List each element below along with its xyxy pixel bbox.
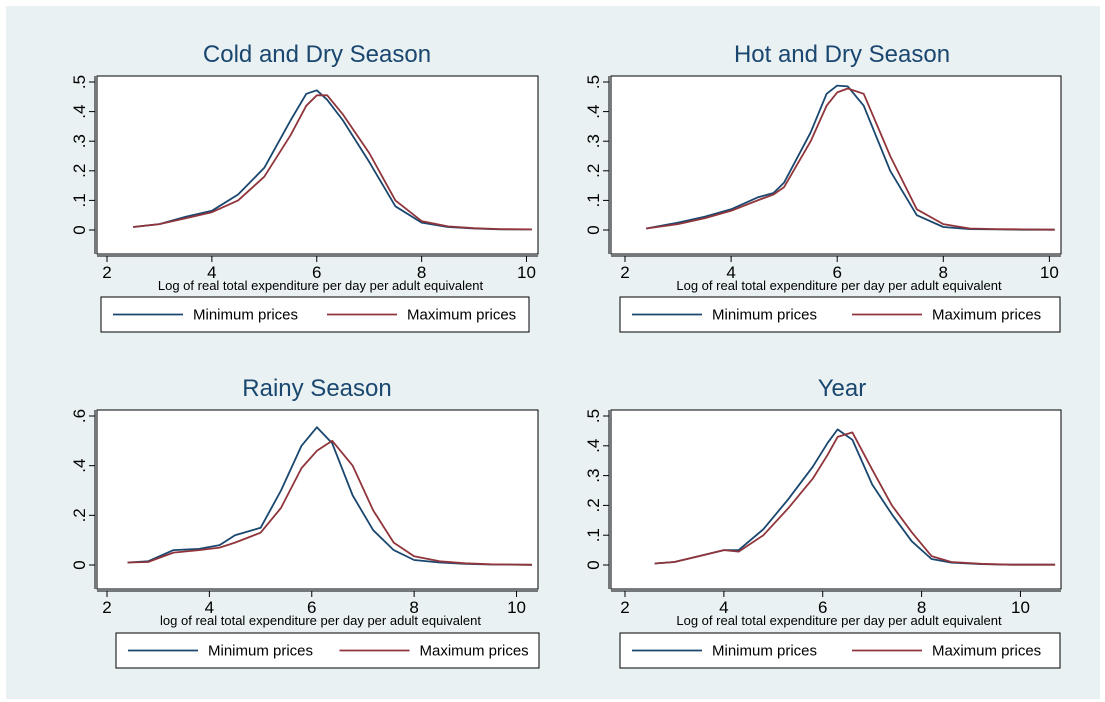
series-line-minimum xyxy=(127,426,532,566)
y-tick-label: .3 xyxy=(584,469,603,483)
plot-2: Hot and Dry Season 0 .1 .2 .3 .4 .5 2 4 6 8 10 Log o… xyxy=(584,41,1062,333)
x-tick-label: 2 xyxy=(620,263,629,282)
x-tick-label: 10 xyxy=(507,598,526,617)
x-tick-label: 4 xyxy=(205,598,214,617)
plot-area xyxy=(96,75,539,255)
y-tick-label: .4 xyxy=(584,439,603,453)
legend: Minimum prices Maximum prices xyxy=(619,296,1061,333)
y-tick-label: .1 xyxy=(584,528,603,542)
plot-area xyxy=(610,75,1062,255)
legend-label: Maximum prices xyxy=(932,307,1041,324)
y-tick-label: 0 xyxy=(70,560,89,569)
y-tick-label: 0 xyxy=(70,225,89,234)
plot-3: Rainy Season 0 .2 .4 .6 2 4 6 8 10 log of real tot… xyxy=(70,375,540,669)
plot-area xyxy=(610,409,1062,590)
y-tick-label: .4 xyxy=(584,105,603,119)
x-tick-label: 6 xyxy=(818,598,827,617)
y-tick-label: .6 xyxy=(70,409,89,423)
y-tick-label: .5 xyxy=(584,409,603,423)
x-tick-label: 8 xyxy=(939,263,948,282)
legend: Minimum prices Maximum prices xyxy=(100,296,530,333)
y-tick-label: 0 xyxy=(584,560,603,569)
series-line-maximum xyxy=(654,431,1056,566)
y-tick-label: 0 xyxy=(584,225,603,234)
plot-1: Cold and Dry Season 0 .1 .2 .3 .4 .5 2 4 6 8 10 Log … xyxy=(70,41,539,333)
series-line-maximum xyxy=(646,87,1055,231)
legend-label: Minimum prices xyxy=(193,307,298,324)
series-line-maximum xyxy=(127,439,532,566)
y-tick-label: .4 xyxy=(70,459,89,473)
x-axis-label: Log of real total expenditure per day pe… xyxy=(158,278,484,293)
x-tick-label: 8 xyxy=(409,598,418,617)
x-tick-label: 2 xyxy=(102,263,111,282)
plot-title: Cold and Dry Season xyxy=(203,41,431,68)
series-line-maximum xyxy=(133,94,532,231)
x-tick-label: 6 xyxy=(307,598,316,617)
y-tick-label: .2 xyxy=(70,508,89,522)
x-tick-label: 6 xyxy=(832,263,841,282)
legend-label: Minimum prices xyxy=(208,643,313,660)
y-tick-label: .3 xyxy=(70,134,89,148)
legend: Minimum prices Maximum prices xyxy=(619,632,1061,669)
y-tick-label: .2 xyxy=(584,164,603,178)
x-tick-label: 4 xyxy=(207,263,216,282)
x-tick-label: 2 xyxy=(102,598,111,617)
x-axis-label: Log of real total expenditure per day pe… xyxy=(676,613,1002,628)
legend-label: Maximum prices xyxy=(932,643,1041,660)
plot-title: Rainy Season xyxy=(242,375,391,402)
legend-label: Maximum prices xyxy=(420,643,529,660)
y-tick-label: .5 xyxy=(70,75,89,89)
x-tick-label: 10 xyxy=(1011,598,1030,617)
y-tick-label: .1 xyxy=(584,193,603,207)
x-tick-label: 6 xyxy=(312,263,321,282)
x-axis-label: log of real total expenditure per day pe… xyxy=(160,613,481,628)
x-tick-label: 4 xyxy=(719,598,728,617)
y-tick-label: .2 xyxy=(70,164,89,178)
x-tick-label: 10 xyxy=(1040,263,1059,282)
x-tick-label: 2 xyxy=(620,598,629,617)
legend-label: Minimum prices xyxy=(712,643,817,660)
y-tick-label: .4 xyxy=(70,105,89,119)
x-tick-label: 10 xyxy=(517,263,536,282)
legend-label: Maximum prices xyxy=(407,307,516,324)
x-tick-label: 8 xyxy=(417,263,426,282)
y-tick-label: .2 xyxy=(584,498,603,512)
plot-area xyxy=(96,409,539,590)
plot-title: Hot and Dry Season xyxy=(734,41,950,68)
x-axis-label: Log of real total expenditure per day pe… xyxy=(676,278,1002,293)
x-tick-label: 8 xyxy=(917,598,926,617)
y-tick-label: .3 xyxy=(584,134,603,148)
plot-title: Year xyxy=(818,375,867,402)
y-tick-label: .1 xyxy=(70,193,89,207)
legend: Minimum prices Maximum prices xyxy=(115,632,540,669)
plot-4: Year 0 .1 .2 .3 .4 .5 2 4 6 8 10 Log of real total e… xyxy=(584,375,1062,669)
x-tick-label: 4 xyxy=(726,263,735,282)
y-tick-label: .5 xyxy=(584,75,603,89)
legend-label: Minimum prices xyxy=(712,307,817,324)
